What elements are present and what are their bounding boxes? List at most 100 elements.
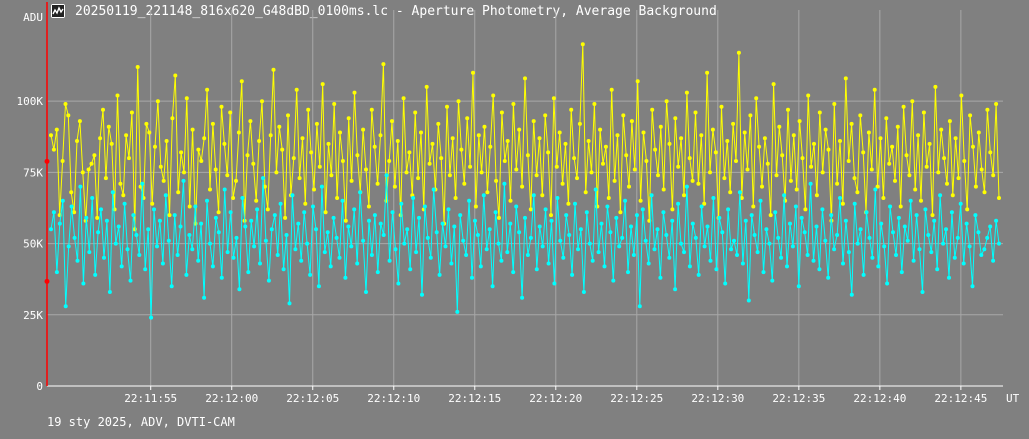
data-point: [919, 198, 923, 203]
data-point: [964, 221, 969, 226]
data-point: [505, 139, 510, 143]
data-point: [84, 215, 89, 220]
data-point: [679, 241, 683, 246]
time-cursor[interactable]: [44, 2, 50, 386]
data-point: [982, 190, 987, 195]
data-point: [543, 113, 548, 118]
data-point: [970, 284, 975, 289]
data-point: [392, 184, 397, 189]
data-point: [258, 261, 262, 266]
data-point: [349, 178, 354, 183]
data-point: [608, 230, 613, 235]
data-point: [190, 247, 195, 252]
data-point: [852, 176, 857, 181]
data-point: [835, 233, 840, 237]
data-point: [49, 133, 53, 138]
data-point: [855, 241, 860, 246]
data-point: [745, 167, 750, 172]
data-point: [167, 213, 172, 218]
data-point: [237, 287, 242, 292]
data-point: [290, 193, 295, 198]
data-point: [985, 235, 990, 240]
data-point: [768, 213, 773, 218]
data-point: [661, 210, 666, 215]
data-point: [835, 181, 840, 186]
data-point: [319, 184, 324, 189]
data-point: [788, 221, 792, 226]
data-point: [968, 113, 973, 118]
data-point: [605, 204, 610, 209]
data-point: [484, 247, 489, 252]
data-point: [867, 235, 872, 240]
data-point: [849, 121, 854, 126]
data-point: [459, 147, 464, 152]
data-point: [523, 215, 527, 220]
data-point: [921, 110, 926, 115]
data-point: [929, 250, 934, 255]
data-point: [540, 193, 545, 198]
data-point: [764, 227, 769, 232]
data-point: [496, 241, 501, 246]
data-point: [800, 156, 805, 161]
lightcurve-app-icon[interactable]: [51, 4, 65, 18]
data-point: [160, 261, 165, 266]
data-point: [861, 272, 866, 277]
data-point: [340, 159, 345, 163]
data-point: [146, 227, 151, 232]
data-point: [456, 99, 461, 104]
data-point: [872, 87, 877, 92]
data-point: [602, 264, 607, 269]
data-point: [199, 159, 204, 163]
data-point: [752, 233, 757, 237]
data-point: [234, 178, 238, 183]
data-point: [137, 253, 142, 257]
data-point: [228, 110, 233, 115]
data-point: [991, 173, 996, 178]
data-point: [780, 153, 785, 158]
data-point: [673, 116, 678, 121]
data-point: [717, 215, 722, 220]
data-point: [208, 187, 212, 192]
data-point: [537, 224, 542, 229]
data-point: [411, 196, 416, 200]
data-point: [72, 235, 77, 240]
data-point: [135, 65, 140, 69]
data-point: [63, 304, 68, 309]
data-point: [99, 207, 103, 212]
data-point: [101, 107, 105, 112]
data-point: [401, 96, 406, 101]
data-point: [90, 196, 95, 200]
data-point: [246, 270, 251, 275]
data-point: [893, 178, 897, 183]
data-point: [243, 224, 248, 229]
data-point: [751, 204, 756, 209]
data-point: [894, 253, 898, 257]
data-point: [971, 144, 975, 149]
data-point: [277, 124, 282, 129]
data-point: [488, 144, 493, 149]
data-point: [961, 261, 966, 266]
data-point: [728, 190, 733, 195]
data-point: [941, 241, 946, 246]
data-point: [431, 187, 436, 192]
data-point: [499, 258, 504, 263]
data-point: [614, 215, 619, 220]
data-point: [316, 284, 321, 289]
data-point: [175, 253, 180, 257]
data-point: [641, 130, 646, 135]
data-point: [939, 127, 944, 132]
data-point: [832, 102, 837, 106]
data-point: [920, 290, 925, 294]
data-point: [917, 247, 922, 252]
data-point: [268, 133, 273, 138]
data-point: [572, 156, 577, 161]
data-point: [440, 221, 445, 226]
data-point: [375, 181, 380, 186]
data-point: [583, 190, 588, 195]
data-point: [765, 161, 770, 166]
data-point: [343, 218, 348, 223]
data-point: [726, 207, 731, 212]
data-point: [219, 275, 224, 280]
data-point: [387, 258, 392, 263]
